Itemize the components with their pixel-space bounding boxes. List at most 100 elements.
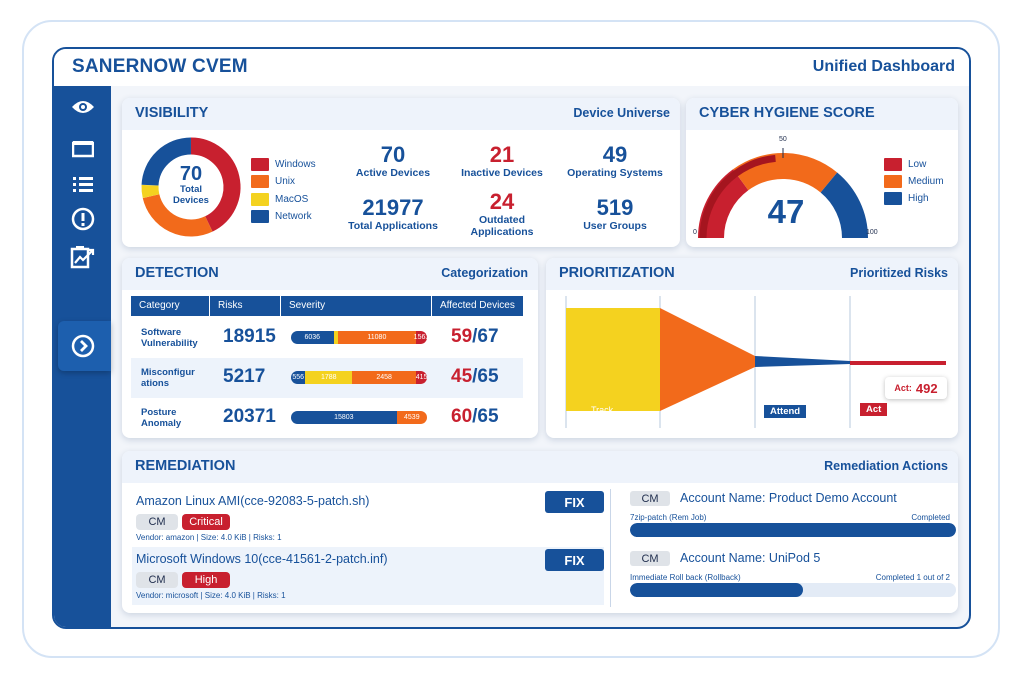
visibility-card: VISIBILITY Device Universe 70 Total Devi…: [122, 98, 680, 247]
act-callout[interactable]: Act: 492: [885, 377, 947, 399]
fix-button[interactable]: FIX: [545, 549, 604, 571]
act-callout-label: Act:: [894, 383, 912, 393]
dashboard-icon[interactable]: [67, 134, 99, 164]
legend-label: Unix: [275, 176, 296, 187]
stat-label: Total Applications: [348, 220, 438, 232]
report-icon[interactable]: [67, 242, 99, 272]
severity-segment: 1563: [414, 331, 427, 344]
donut-slice-network[interactable]: [141, 137, 192, 187]
remediation-action[interactable]: CM Account Name: UniPod 5 Immediate Roll…: [620, 551, 956, 611]
severity-segment: 556: [291, 371, 306, 384]
progress-bar: [630, 583, 956, 597]
legend-label: MacOS: [275, 194, 309, 205]
legend-label: Low: [908, 159, 927, 170]
progress-fill: [630, 523, 956, 537]
legend-swatch: [884, 192, 902, 205]
severity-segment: 2458: [352, 371, 417, 384]
funnel-attend[interactable]: [755, 356, 850, 367]
remediation-action[interactable]: CM Account Name: Product Demo Account 7z…: [620, 491, 956, 551]
category-line2: ations: [141, 378, 169, 389]
stat-user-groups[interactable]: 519 User Groups: [559, 196, 671, 233]
dashboard-title: Unified Dashboard: [812, 58, 955, 75]
donut-slice-unix[interactable]: [142, 193, 213, 237]
legend-macos: MacOS: [251, 193, 308, 206]
row-risks: 20371: [223, 406, 276, 427]
remediation-item: Microsoft Windows 10(cce-41561-2-patch.i…: [132, 547, 604, 605]
row-category: Posture Anomaly: [141, 407, 181, 429]
severity-badge: Critical: [182, 514, 230, 530]
table-row[interactable]: Posture Anomaly 20371 15803 4539 60/65: [131, 398, 523, 438]
remediation-title: REMEDIATION: [135, 458, 236, 474]
category-line2: Anomaly: [141, 418, 182, 429]
prioritization-subtitle[interactable]: Prioritized Risks: [850, 266, 948, 280]
stat-label-line2: Applications: [470, 226, 534, 238]
row-risks: 5217: [223, 366, 266, 387]
legend-label: Windows: [275, 159, 316, 170]
eye-icon[interactable]: [67, 92, 99, 122]
col-header-risks[interactable]: Risks: [210, 296, 280, 316]
stat-active-devices[interactable]: 70 Active Devices: [338, 143, 448, 180]
legend-swatch: [251, 175, 269, 188]
arrow-right-circle-icon[interactable]: [67, 331, 99, 361]
stat-operating-systems[interactable]: 49 Operating Systems: [559, 142, 671, 180]
severity-segment: 4539: [396, 411, 427, 424]
stat-total-applications[interactable]: 21977 Total Applications: [328, 195, 458, 233]
detection-subtitle[interactable]: Categorization: [441, 266, 528, 280]
legend-low: Low: [884, 158, 926, 171]
stat-value: 21977: [362, 195, 424, 220]
stat-outdated-applications[interactable]: 24 Outdated Applications: [452, 190, 552, 239]
affected-total: /65: [472, 366, 499, 387]
job-status: Completed: [911, 513, 950, 522]
table-row[interactable]: Software Vulnerability 18915 6036 11080 156…: [131, 318, 523, 358]
alert-icon[interactable]: [67, 204, 99, 234]
stat-value: 49: [602, 142, 628, 167]
affected-total: /65: [472, 406, 499, 427]
funnel-track[interactable]: [566, 308, 660, 411]
cyber-hygiene-card: CYBER HYGIENE SCORE 47 0 50 100 Low Medi…: [686, 98, 958, 247]
remediation-divider: [610, 489, 611, 607]
visibility-subtitle[interactable]: Device Universe: [573, 106, 670, 120]
job-name: 7zip-patch (Rem Job): [630, 513, 707, 522]
account-name: Account Name: Product Demo Account: [680, 491, 897, 505]
list-icon[interactable]: [67, 170, 99, 200]
affected-total: /67: [472, 326, 499, 347]
donut-slice-macos[interactable]: [141, 184, 160, 199]
dashboard-window: SANERNOW CVEM Unified Dashboard VISIBILI…: [52, 47, 971, 629]
visibility-header: VISIBILITY Device Universe: [122, 98, 680, 130]
progress-bar: [630, 523, 956, 537]
row-category: Software Vulnerability: [141, 327, 198, 349]
act-callout-value: 492: [915, 380, 938, 396]
severity-segment: 15803: [291, 411, 397, 424]
legend-unix: Unix: [251, 175, 295, 188]
severity-segment: [333, 331, 338, 344]
affected-count: 45: [451, 366, 473, 387]
remediation-item-meta: Vendor: amazon | Size: 4.0 KiB | Risks: …: [136, 533, 282, 542]
prioritization-funnel: [565, 296, 946, 428]
account-name: Account Name: UniPod 5: [680, 551, 821, 565]
legend-network: Network: [251, 210, 312, 223]
stage-label-act: Act: [860, 403, 888, 416]
legend-swatch: [251, 193, 269, 206]
col-header-severity[interactable]: Severity: [281, 296, 431, 316]
device-donut-chart: [141, 137, 241, 237]
gauge-segment-low: [698, 169, 749, 239]
gauge-min-label: 0: [693, 229, 697, 236]
detection-title: DETECTION: [135, 265, 219, 281]
col-header-affected[interactable]: Affected Devices: [432, 296, 523, 316]
stat-inactive-devices[interactable]: 21 Inactive Devices: [452, 143, 552, 180]
table-row[interactable]: Misconfigur ations 5217 556 1788 2458 415 45…: [131, 358, 523, 398]
cm-tag: CM: [136, 572, 178, 588]
affected-count: 60: [451, 406, 473, 427]
col-header-category[interactable]: Category: [131, 296, 209, 316]
row-affected: 60/65: [451, 406, 499, 428]
funnel-track-star[interactable]: [660, 308, 755, 411]
fix-button[interactable]: FIX: [545, 491, 604, 513]
remediation-subtitle[interactable]: Remediation Actions: [824, 459, 948, 473]
hygiene-gauge: [698, 148, 868, 239]
funnel-act[interactable]: [850, 361, 946, 365]
detection-card: DETECTION Categorization Category Risks …: [122, 258, 538, 438]
cm-tag: CM: [630, 491, 670, 506]
brand-title: SANERNOW CVEM: [72, 56, 248, 77]
legend-windows: Windows: [251, 158, 316, 171]
donut-slice-windows[interactable]: [190, 137, 241, 232]
